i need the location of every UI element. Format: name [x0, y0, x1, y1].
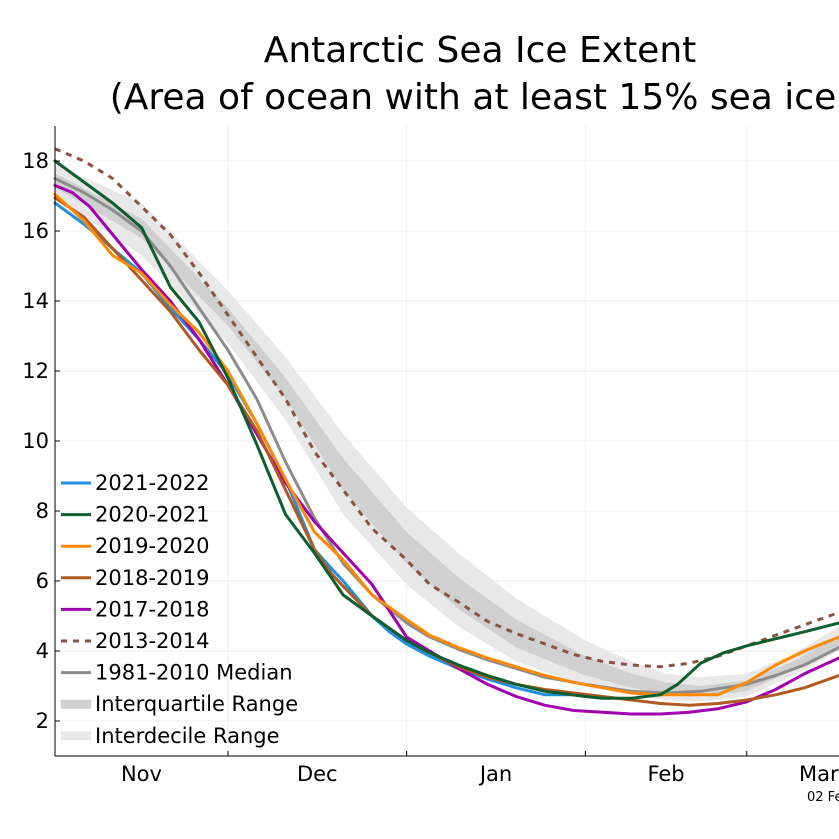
- grid: [55, 126, 839, 756]
- x-tick-label: Nov: [121, 762, 162, 786]
- chart-title-line2: (Area of ocean with at least 15% sea ice…: [110, 77, 839, 118]
- y-tick-label: 8: [36, 499, 49, 523]
- x-tick-label: Mar: [799, 762, 839, 786]
- series-line-2019-2020: [53, 192, 839, 697]
- series-lines: [53, 147, 839, 716]
- y-tick-label: 16: [22, 219, 49, 243]
- x-tick-label: Jan: [478, 762, 512, 786]
- legend-label: 2019-2020: [95, 534, 209, 558]
- y-tick-label: 6: [36, 569, 49, 593]
- legend-label: Interdecile Range: [95, 724, 280, 748]
- series-line-2013-2014: [54, 147, 839, 669]
- y-tick-label: 14: [22, 289, 49, 313]
- series-line-1981-2010-median: [53, 177, 839, 695]
- series-line-2017-2018: [53, 184, 839, 716]
- footer-date: 02 Feb: [807, 790, 839, 805]
- legend-label: 2020-2021: [95, 503, 209, 527]
- axes: 2 4 6 8 10 12 14 16 18 Nov Dec Jan Feb Mar: [22, 126, 839, 786]
- y-tick-label: 18: [22, 149, 49, 173]
- y-tick-label: 4: [36, 639, 49, 663]
- x-tick-label: Dec: [297, 762, 338, 786]
- series-line-2020-2021: [53, 159, 839, 700]
- legend-label: 2021-2022: [95, 471, 209, 495]
- legend-label: 2018-2019: [95, 566, 209, 590]
- y-tick-label: 12: [22, 359, 49, 383]
- chart-title-line1: Antarctic Sea Ice Extent: [264, 30, 697, 71]
- legend-label: 2013-2014: [95, 629, 209, 653]
- legend-label: 2017-2018: [95, 597, 209, 621]
- legend: 2021-2022 2020-2021 2019-2020 2018-2019 2017…: [61, 471, 298, 748]
- y-tick-label: 10: [22, 429, 49, 453]
- legend-label: 1981-2010 Median: [95, 661, 293, 685]
- y-tick-label: 2: [36, 709, 49, 733]
- legend-label: Interquartile Range: [95, 692, 298, 716]
- x-tick-label: Feb: [647, 762, 684, 786]
